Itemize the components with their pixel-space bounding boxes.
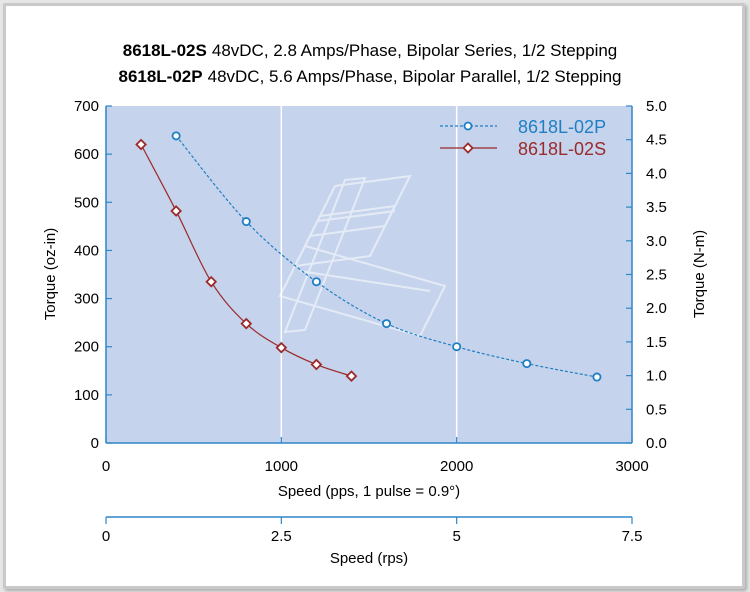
y2-tick-label: 4.0 (646, 165, 667, 182)
data-point-02S (275, 341, 288, 354)
legend-label-02S: 8618L-02S (518, 139, 606, 159)
legend: 8618L-02P 8618L-02S (440, 117, 606, 159)
y-tick-label: 300 (74, 291, 99, 308)
y2-tick-label: 2.0 (646, 300, 667, 317)
legend-item-02P: 8618L-02P (440, 117, 606, 137)
y-tick-label: 200 (74, 339, 99, 356)
y2-tick-label: 3.5 (646, 199, 667, 216)
y2-tick-label: 5.0 (646, 98, 667, 115)
x-tick-label: 1000 (265, 458, 298, 475)
data-point-02S (205, 275, 218, 288)
x-tick-label: 3000 (615, 458, 648, 475)
data-point-02S (170, 205, 183, 217)
data-point-02S (310, 358, 323, 371)
data-point-02S (345, 370, 358, 382)
title-model-2: 8618L-02P (118, 67, 202, 86)
title-line-1: 8618L-02S 48vDC, 2.8 Amps/Phase, Bipolar … (123, 41, 618, 60)
plot-area (106, 106, 632, 443)
x2-tick-label: 0 (102, 528, 110, 545)
x-axis-label: Speed (pps, 1 pulse = 0.9°) (278, 483, 460, 500)
title-line-2: 8618L-02P 48vDC, 5.6 Amps/Phase, Bipolar … (118, 67, 621, 86)
data-point-02P (241, 217, 251, 227)
title-spec-2: 48vDC, 5.6 Amps/Phase, Bipolar Parallel,… (208, 67, 622, 86)
grid-lines (280, 106, 458, 443)
y2-tick-label: 0.0 (646, 435, 667, 452)
legend-label-02P: 8618L-02P (518, 117, 606, 137)
y2-tick-label: 3.0 (646, 233, 667, 250)
y2-tick-label: 1.5 (646, 334, 667, 351)
legend-item-02S: 8618L-02S (440, 139, 606, 159)
legend-marker-diamond (462, 142, 474, 154)
data-point-02S (135, 138, 147, 151)
y-tick-label: 500 (74, 194, 99, 211)
y-tick-label: 0 (91, 435, 99, 452)
x2-tick-label: 7.5 (622, 528, 643, 545)
y-tick-label: 700 (74, 98, 99, 115)
y2-tick-label: 0.5 (646, 401, 667, 418)
title-spec-1: 48vDC, 2.8 Amps/Phase, Bipolar Series, 1… (212, 41, 617, 60)
data-point-02P (311, 277, 321, 287)
title-model-1: 8618L-02S (123, 41, 207, 60)
y2-axis-label: Torque (N-m) (691, 230, 708, 318)
y2-tick-label: 4.5 (646, 132, 667, 149)
y2-tick-label: 2.5 (646, 267, 667, 284)
data-point-02S (240, 317, 253, 330)
data-point-02P (452, 342, 462, 352)
y-tick-label: 100 (74, 387, 99, 404)
y-tick-label: 600 (74, 146, 99, 163)
y-axis-label: Torque (oz-in) (42, 228, 59, 321)
legend-marker-circle (463, 121, 473, 131)
data-point-02P (592, 372, 602, 382)
x2-axis-label: Speed (rps) (330, 550, 408, 567)
y-tick-label: 400 (74, 242, 99, 259)
axes: 01002003004005006007000.00.51.01.52.02.5… (74, 98, 667, 545)
data-point-02P (171, 131, 181, 141)
x-tick-label: 2000 (440, 458, 473, 475)
y2-tick-label: 1.0 (646, 368, 667, 385)
x2-tick-label: 5 (452, 528, 460, 545)
data-point-02P (522, 359, 532, 369)
x2-tick-label: 2.5 (271, 528, 292, 545)
series-layer (135, 131, 602, 382)
x-tick-label: 0 (102, 458, 110, 475)
data-point-02P (382, 319, 392, 329)
